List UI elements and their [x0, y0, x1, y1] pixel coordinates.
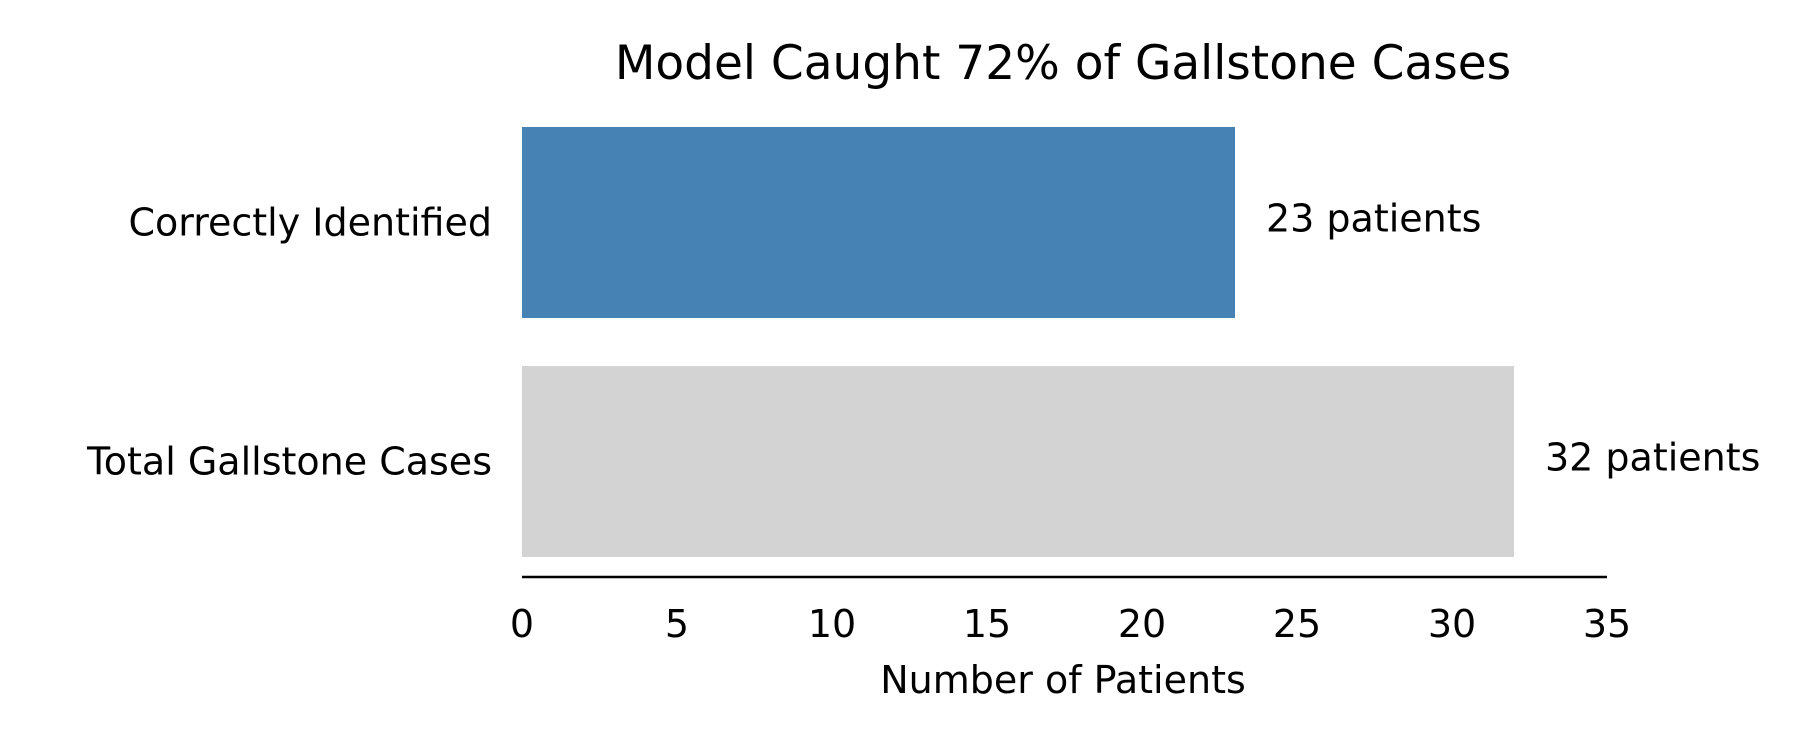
x-tick-label: 10: [808, 602, 856, 646]
x-tick-label: 30: [1428, 602, 1476, 646]
x-tick-label: 15: [963, 602, 1011, 646]
category-label: Total Gallstone Cases: [86, 440, 492, 484]
data-label: 32 patients: [1545, 436, 1760, 480]
x-tick-label: 25: [1273, 602, 1321, 646]
data-label: 23 patients: [1266, 197, 1481, 241]
x-tick-label: 20: [1118, 602, 1166, 646]
x-tick-label: 35: [1583, 602, 1631, 646]
x-axis-title: Number of Patients: [880, 658, 1246, 702]
category-label: Correctly Identified: [128, 201, 492, 245]
x-tick-label: 5: [665, 602, 689, 646]
chart-title: Model Caught 72% of Gallstone Cases: [615, 36, 1511, 91]
x-tick-label: 0: [510, 602, 534, 646]
bar-correctly-identified: [522, 127, 1235, 318]
bar-total-gallstone-cases: [522, 366, 1514, 557]
